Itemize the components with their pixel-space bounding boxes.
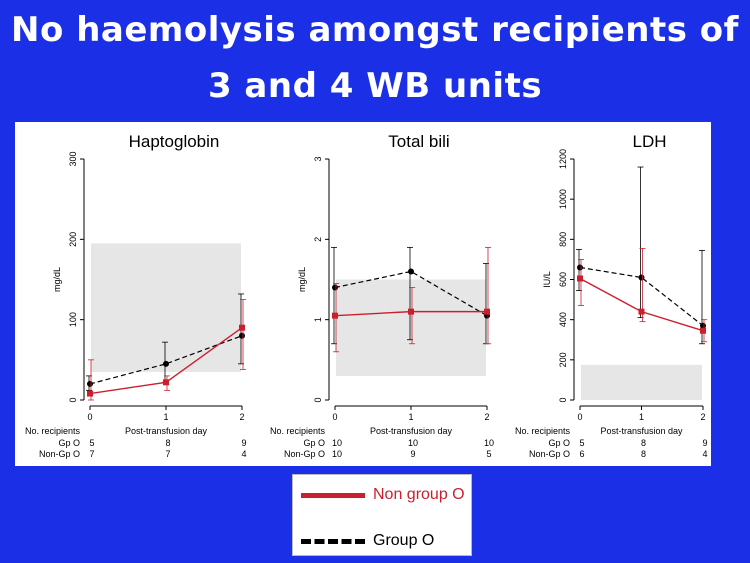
chart-3-count-value: 8 <box>641 449 646 459</box>
chart-3-y-tick-label: 1200 <box>558 149 568 169</box>
chart-1-counts-label: Gp O <box>58 438 80 448</box>
chart-2-counts-label: Gp O <box>303 438 325 448</box>
chart-3-x-tick-label: 0 <box>577 412 582 422</box>
legend-label-non-group-o: Non group O <box>373 486 465 503</box>
chart-3-line-group-o <box>579 266 704 327</box>
chart-1-x-tick-label: 1 <box>163 412 168 422</box>
chart-3-y-tick-label: 600 <box>558 272 568 287</box>
chart-2-x-tick-label: 0 <box>332 412 337 422</box>
chart-3-count-value: 4 <box>702 449 707 459</box>
chart-3-y-tick-label: 0 <box>558 397 568 402</box>
chart-1-point-group-o <box>163 360 169 367</box>
legend-swatch-non-group-o <box>301 492 365 498</box>
chart-3-point-group-o <box>700 322 706 329</box>
chart-1-point-non-group-o <box>239 324 245 331</box>
chart-1-point-non-group-o <box>87 390 93 397</box>
chart-3-count-value: 6 <box>579 449 584 459</box>
legend: Non group O Group O <box>292 474 472 556</box>
chart-3-y-label: IU/L <box>542 271 552 288</box>
chart-3-point-non-group-o <box>700 327 706 334</box>
chart-1-y-tick-label: 100 <box>68 312 78 327</box>
chart-3-y-tick-label: 1000 <box>558 189 568 209</box>
chart-2-y-tick-label: 1 <box>313 317 323 322</box>
chart-2-line-group-o <box>334 270 488 317</box>
chart-3-x-label: Post-transfusion day <box>600 426 683 436</box>
slide-title-line-1: No haemolysis amongst recipients of <box>11 10 739 50</box>
chart-1-point-group-o <box>87 380 93 387</box>
chart-3-counts-label: Gp O <box>548 438 570 448</box>
chart-1-count-value: 4 <box>241 449 246 459</box>
chart-2-y-tick-label: 2 <box>313 237 323 242</box>
chart-2-counts-header: No. recipients <box>270 426 326 436</box>
chart-1-y-tick-label: 200 <box>68 232 78 247</box>
chart-1-count-value: 9 <box>241 438 246 448</box>
chart-2-counts-label: Non-Gp O <box>284 449 325 459</box>
chart-2-point-non-group-o <box>332 312 338 319</box>
chart-2-y-label: mg/dL <box>297 267 307 292</box>
chart-1-title: Haptoglobin <box>129 132 220 151</box>
chart-1-count-value: 8 <box>165 438 170 448</box>
chart-1-y-label: mg/dL <box>52 267 62 292</box>
chart-1-count-value: 5 <box>89 438 94 448</box>
chart-1-x-label: Post-transfusion day <box>125 426 208 436</box>
chart-1-count-value: 7 <box>89 449 94 459</box>
chart-2-title: Total bili <box>388 132 449 151</box>
chart-1-x-tick-label: 2 <box>239 412 244 422</box>
legend-item-non-group-o: Non group O <box>301 485 465 505</box>
chart-2-point-non-group-o <box>484 308 490 315</box>
chart-3-x-tick-label: 2 <box>700 412 705 422</box>
charts-panel: Haptoglobin 0 100 200 300 mg/dL 0 1 2 Post-transf… <box>15 122 711 466</box>
chart-2-point-group-o <box>408 268 414 275</box>
chart-2-count-value: 10 <box>332 438 342 448</box>
chart-2-count-value: 10 <box>484 438 494 448</box>
chart-1-x-tick-label: 0 <box>87 412 92 422</box>
chart-2-reference-band <box>336 279 486 376</box>
chart-2-y-tick-label: 3 <box>313 156 323 161</box>
chart-2-point-group-o <box>332 284 338 291</box>
chart-2-x-tick-label: 2 <box>484 412 489 422</box>
chart-3-reference-band <box>581 364 702 400</box>
chart-2-count-value: 5 <box>486 449 491 459</box>
chart-1-counts-label: Non-Gp O <box>39 449 80 459</box>
chart-2-x-tick-label: 1 <box>408 412 413 422</box>
chart-3-point-non-group-o <box>577 275 583 282</box>
chart-1-y-tick-label: 0 <box>68 397 78 402</box>
chart-2-count-value: 10 <box>408 438 418 448</box>
chart-3-counts-label: Non-Gp O <box>529 449 570 459</box>
chart-2-y-tick-label: 0 <box>313 397 323 402</box>
legend-label-group-o: Group O <box>373 532 435 549</box>
legend-swatch-group-o <box>301 538 365 544</box>
chart-3-count-value: 5 <box>579 438 584 448</box>
chart-3-y-tick-label: 800 <box>558 232 568 247</box>
chart-3-title: LDH <box>632 132 666 151</box>
chart-1-reference-band <box>91 243 241 372</box>
chart-1-count-value: 7 <box>165 449 170 459</box>
legend-item-group-o: Group O <box>301 531 434 551</box>
chart-3-x-tick-label: 1 <box>639 412 644 422</box>
chart-2-point-non-group-o <box>408 308 414 315</box>
chart-3-y-tick-label: 400 <box>558 312 568 327</box>
chart-1-y-tick-label: 300 <box>68 151 78 166</box>
chart-3-point-group-o <box>638 274 645 281</box>
chart-3-count-value: 8 <box>641 438 646 448</box>
chart-3-point-non-group-o <box>638 308 645 315</box>
chart-3-point-group-o <box>577 264 583 271</box>
chart-1-point-non-group-o <box>163 379 169 386</box>
chart-1-counts-header: No. recipients <box>25 426 81 436</box>
chart-3-y-tick-label: 200 <box>558 352 568 367</box>
chart-3-line-non-group-o <box>579 277 704 332</box>
chart-1-point-group-o <box>239 332 245 339</box>
chart-2-x-label: Post-transfusion day <box>370 426 453 436</box>
chart-3-counts-header: No. recipients <box>515 426 571 436</box>
chart-2-count-value: 10 <box>332 449 342 459</box>
chart-3-count-value: 9 <box>702 438 707 448</box>
chart-2-count-value: 9 <box>410 449 415 459</box>
slide-title-line-2: 3 and 4 WB units <box>207 66 543 106</box>
